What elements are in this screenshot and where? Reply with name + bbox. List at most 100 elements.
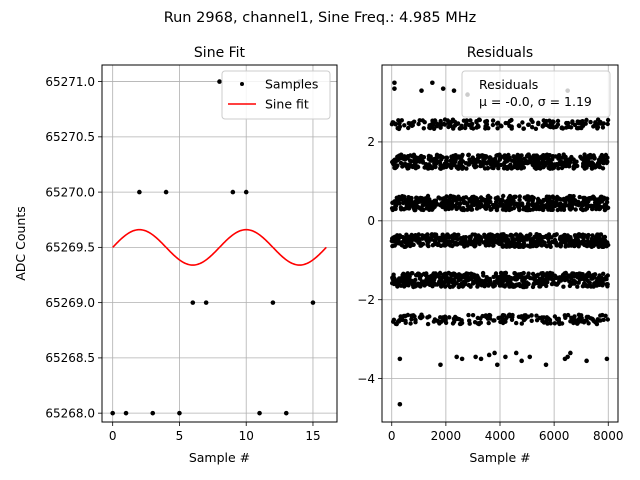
residual-point (570, 120, 575, 126)
residual-point (458, 125, 463, 131)
residual-outlier-point (584, 358, 589, 364)
residual-point (572, 279, 577, 284)
residual-point (475, 236, 481, 241)
residual-point (400, 194, 405, 199)
residual-point (489, 282, 495, 287)
residual-point (539, 315, 545, 320)
residual-outlier-point (565, 354, 570, 360)
residual-point (499, 154, 504, 159)
residual-point (439, 282, 445, 287)
residual-point (595, 125, 601, 130)
residual-outlier-point (397, 401, 403, 407)
residual-outlier-point (392, 80, 397, 86)
residuals-x-tick-label: 4000 (485, 429, 516, 443)
residual-point (597, 206, 602, 212)
residual-point (460, 238, 465, 244)
residual-point (604, 276, 609, 282)
sine-fit-y-axis-label: ADC Counts (13, 206, 28, 281)
residual-point (513, 277, 518, 282)
residuals-x-tick-label: 6000 (539, 429, 570, 443)
residual-point (466, 152, 471, 158)
residuals-x-tick-label: 0 (388, 429, 396, 443)
residual-point (578, 206, 584, 212)
residual-point (482, 232, 487, 237)
residual-point (457, 162, 463, 168)
sine-fit-axes-frame (101, 64, 338, 423)
residual-point (576, 121, 581, 126)
residual-point (561, 196, 567, 202)
residual-point (559, 125, 564, 131)
residual-point (526, 160, 531, 165)
sine-fit-plot-area (110, 79, 327, 416)
residual-point (517, 123, 522, 129)
residual-point (409, 313, 414, 318)
residual-point (416, 240, 421, 245)
residual-point (412, 119, 417, 124)
residual-point (415, 233, 420, 239)
sample-point (217, 79, 222, 84)
residual-point (545, 316, 550, 321)
residual-point (598, 119, 603, 125)
residual-point (554, 316, 560, 322)
residual-point (529, 318, 534, 323)
residual-point (477, 241, 482, 247)
residual-point (429, 232, 434, 238)
residual-point (478, 163, 483, 169)
sine-fit-x-tick-label: 10 (239, 429, 254, 443)
residual-point (452, 280, 457, 285)
residual-point (467, 239, 473, 245)
residual-point (504, 278, 510, 284)
residual-point (548, 321, 553, 326)
residual-point (433, 118, 438, 124)
residual-point (469, 207, 474, 212)
residual-point (596, 244, 601, 249)
residual-point (398, 205, 404, 210)
residual-point (501, 193, 506, 199)
sample-point (150, 410, 156, 416)
residual-point (502, 318, 508, 323)
residual-point (396, 118, 401, 123)
residual-point (503, 120, 508, 126)
residual-point (604, 282, 609, 287)
residual-point (391, 275, 397, 280)
residual-point (539, 200, 544, 205)
residual-point (506, 313, 511, 318)
residual-point (498, 238, 503, 244)
residual-point (526, 122, 531, 127)
residual-point (568, 195, 573, 200)
residual-point (470, 281, 476, 286)
residual-point (562, 271, 567, 276)
residual-point (428, 124, 433, 129)
residual-point (393, 206, 398, 212)
residual-outlier-point (604, 356, 610, 362)
residual-point (507, 205, 512, 210)
residual-point (396, 238, 401, 243)
residual-outlier-point (440, 86, 446, 91)
residual-point (561, 207, 567, 212)
sample-point (110, 410, 115, 416)
residual-point (433, 161, 439, 166)
residual-point (406, 283, 411, 288)
residual-point (562, 234, 567, 240)
residual-point (452, 155, 457, 161)
residual-point (543, 277, 548, 282)
residual-outlier-point (397, 356, 403, 362)
residual-point (411, 282, 417, 287)
residual-point (516, 205, 522, 210)
sample-point (310, 300, 316, 305)
residual-point (530, 276, 535, 281)
residual-point (399, 118, 404, 123)
sample-point (123, 410, 129, 416)
residual-point (462, 282, 468, 287)
residual-point (495, 195, 500, 200)
residual-point (471, 197, 476, 202)
residual-point (510, 235, 515, 240)
residual-point (534, 163, 539, 168)
residual-outlier-point (568, 350, 573, 356)
residual-point (395, 158, 400, 163)
residual-point (498, 234, 504, 239)
residuals-plot-area (389, 80, 611, 407)
residual-point (539, 243, 544, 248)
residual-point (516, 314, 522, 319)
residual-point (402, 157, 408, 162)
